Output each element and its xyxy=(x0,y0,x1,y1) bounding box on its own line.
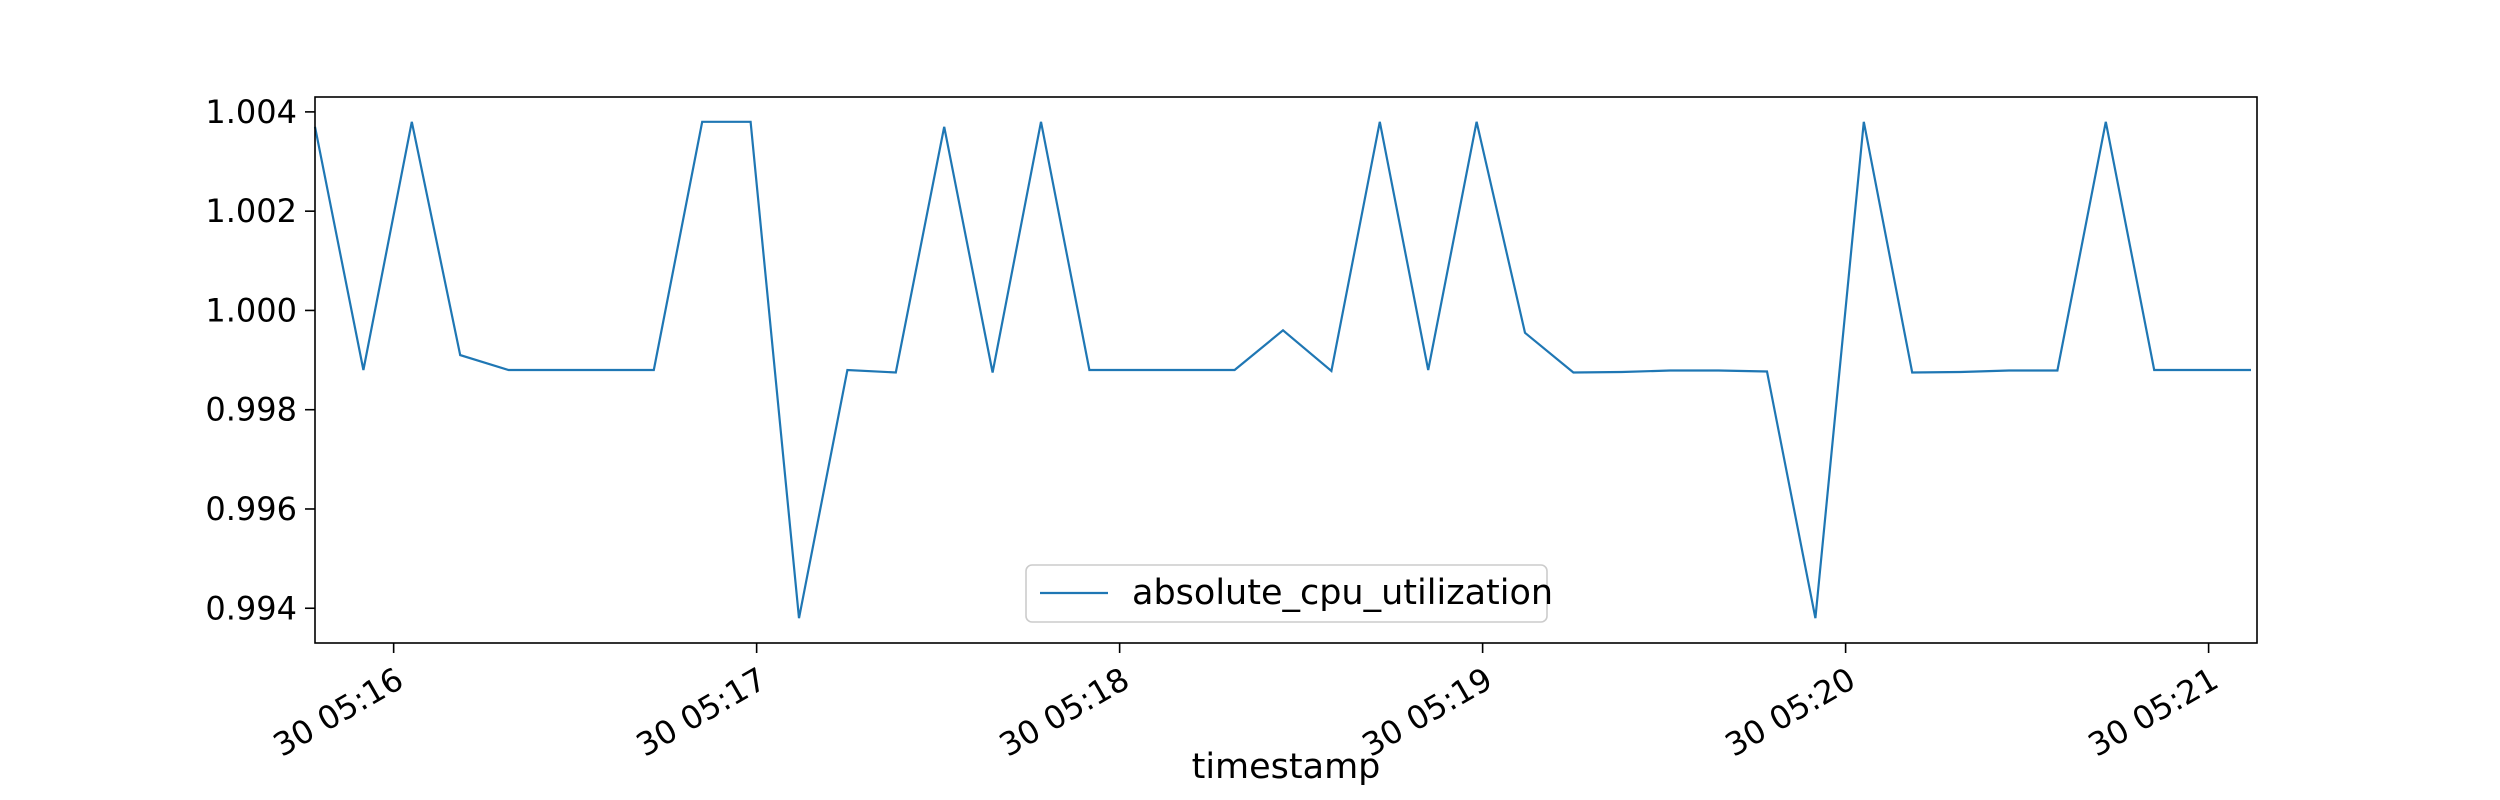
y-tick-label: 1.004 xyxy=(205,93,297,131)
axes-frame xyxy=(314,96,2258,644)
y-axis: 0.994 0.996 0.998 1.000 1.002 1.004 xyxy=(205,93,315,627)
legend-label: absolute_cpu_utilization xyxy=(1132,573,1553,613)
x-tick-label: 30 05:20 xyxy=(1719,660,1862,764)
x-tick-label: 30 05:16 xyxy=(267,660,410,764)
x-tick-label: 30 05:21 xyxy=(2082,660,2225,764)
y-tick-label: 0.998 xyxy=(205,391,297,429)
x-axis-title: timestamp xyxy=(1192,747,1381,787)
y-tick-label: 0.994 xyxy=(205,589,297,627)
y-tick-label: 1.002 xyxy=(205,192,297,230)
legend: absolute_cpu_utilization xyxy=(1025,564,1553,623)
y-tick-label: 0.996 xyxy=(205,490,297,528)
plot-area xyxy=(313,120,2251,619)
series-line-0 xyxy=(313,120,2251,619)
legend-box xyxy=(1025,564,1548,623)
x-tick-label: 30 05:18 xyxy=(993,660,1136,764)
y-tick-label: 1.000 xyxy=(205,291,297,329)
x-tick-label: 30 05:17 xyxy=(630,660,773,764)
